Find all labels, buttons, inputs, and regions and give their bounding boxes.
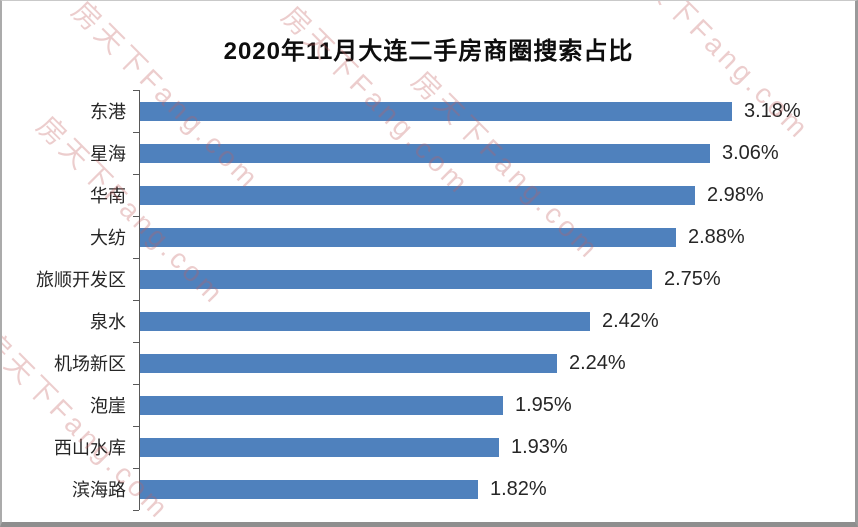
value-label: 2.42%	[602, 309, 659, 332]
bar-row: 华南 2.98%	[2, 174, 855, 216]
value-label: 3.06%	[722, 141, 779, 164]
bar-row: 泡崖 1.95%	[2, 384, 855, 426]
bar	[139, 143, 710, 163]
bar-rows: 东港 3.18% 星海 3.06% 华南 2.98% 大纺 2.88% 旅顺开发区 2.75% 泉水…	[2, 90, 855, 510]
bar-track: 2.75%	[139, 258, 855, 300]
bar-track: 1.93%	[139, 426, 855, 468]
bar	[139, 269, 652, 289]
bar	[139, 395, 503, 415]
bar-track: 2.88%	[139, 216, 855, 258]
value-label: 2.98%	[707, 183, 764, 206]
bar-track: 3.06%	[139, 132, 855, 174]
axis-tick	[133, 426, 139, 427]
axis-tick	[133, 468, 139, 469]
category-label: 大纺	[90, 228, 126, 248]
value-label: 2.88%	[688, 225, 745, 248]
bar-row: 东港 3.18%	[2, 90, 855, 132]
bar-row: 机场新区 2.24%	[2, 342, 855, 384]
bar-row: 旅顺开发区 2.75%	[2, 258, 855, 300]
axis-tick	[133, 216, 139, 217]
bar	[139, 185, 695, 205]
axis-tick	[133, 90, 139, 91]
axis-tick	[133, 384, 139, 385]
value-label: 1.95%	[515, 393, 572, 416]
bar	[139, 353, 557, 373]
axis-tick	[133, 300, 139, 301]
bar-track: 2.24%	[139, 342, 855, 384]
value-label: 2.24%	[569, 351, 626, 374]
bar	[139, 227, 676, 247]
category-label: 西山水库	[54, 438, 126, 458]
bar	[139, 437, 499, 457]
bar-track: 1.95%	[139, 384, 855, 426]
category-label: 旅顺开发区	[36, 270, 126, 290]
axis-tick	[133, 174, 139, 175]
value-label: 3.18%	[744, 99, 801, 122]
category-label: 华南	[90, 186, 126, 206]
chart-title: 2020年11月大连二手房商圈搜索占比	[223, 38, 634, 65]
bar	[139, 479, 478, 499]
value-label: 2.75%	[664, 267, 721, 290]
value-label: 1.93%	[511, 435, 568, 458]
category-label: 东港	[90, 102, 126, 122]
bar	[139, 101, 732, 121]
axis-tick	[133, 258, 139, 259]
axis-tick	[133, 510, 139, 511]
bar-track: 2.42%	[139, 300, 855, 342]
plot-area: 东港 3.18% 星海 3.06% 华南 2.98% 大纺 2.88% 旅顺开发区 2.75% 泉水…	[2, 90, 855, 511]
bar-row: 大纺 2.88%	[2, 216, 855, 258]
bar-row: 泉水 2.42%	[2, 300, 855, 342]
value-label: 1.82%	[490, 477, 547, 500]
bar	[139, 311, 590, 331]
axis-tick	[133, 132, 139, 133]
category-label: 星海	[90, 144, 126, 164]
bar-track: 3.18%	[139, 90, 855, 132]
axis-tick	[133, 342, 139, 343]
bar-row: 星海 3.06%	[2, 132, 855, 174]
category-label: 机场新区	[54, 354, 126, 374]
category-axis-line	[139, 90, 140, 510]
bar-row: 西山水库 1.93%	[2, 426, 855, 468]
category-label: 泉水	[90, 312, 126, 332]
bar-row: 滨海路 1.82%	[2, 468, 855, 510]
bar-track: 2.98%	[139, 174, 855, 216]
category-label: 泡崖	[90, 396, 126, 416]
bar-track: 1.82%	[139, 468, 855, 510]
category-label: 滨海路	[72, 480, 126, 500]
